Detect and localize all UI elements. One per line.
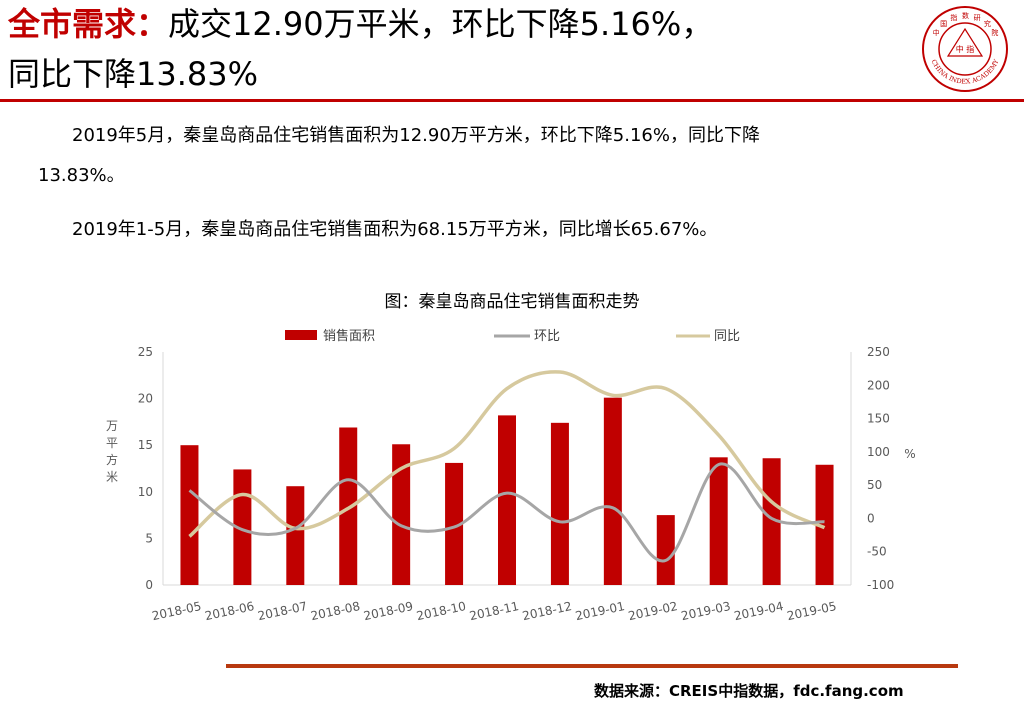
legend-label-sales-area: 销售面积 [323, 328, 375, 344]
page-title-text-1: 成交12.90万平米，环比下降5.16%， [168, 5, 714, 43]
legend-label-mom: 环比 [534, 329, 560, 344]
y-tick-label: 25 [138, 345, 153, 359]
y2-tick-label: 0 [867, 511, 875, 525]
bar-sales-area [233, 469, 252, 585]
x-tick-label: 2018-10 [415, 599, 467, 623]
china-index-academy-logo: 中国指数研究院 中 指 CHINA INDEX ACADEMY [922, 6, 1008, 92]
legend-label-yoy: 同比 [714, 329, 740, 344]
y2-tick-label: 200 [867, 378, 890, 392]
x-tick-label: 2019-04 [733, 599, 785, 623]
y-tick-label: 0 [145, 578, 153, 592]
y-tick-label: 10 [138, 485, 153, 499]
y-axis-label: 万平方米 [106, 419, 118, 484]
bar-sales-area [603, 397, 622, 585]
y2-tick-label: 250 [867, 345, 890, 359]
x-tick-label: 2018-11 [468, 599, 520, 623]
y2-tick-label: 50 [867, 478, 882, 492]
y2-tick-label: -50 [867, 545, 887, 559]
bar-sales-area [286, 486, 305, 585]
logo-char: 数 [962, 11, 969, 20]
x-tick-label: 2018-08 [309, 599, 361, 623]
logo-char: 研 [974, 14, 981, 22]
page-title-highlight: 全市需求： [8, 5, 169, 43]
x-tick-label: 2019-03 [680, 599, 732, 623]
x-tick-label: 2019-01 [574, 599, 626, 623]
line-mom [188, 462, 825, 563]
page-title-line-1: 全市需求：成交12.90万平米，环比下降5.16%， [8, 4, 713, 44]
logo-char: 中 [933, 28, 940, 37]
y2-tick-label: 100 [867, 445, 890, 459]
logo-char: 指 [950, 13, 957, 22]
data-source: 数据来源：CREIS中指数据，fdc.fang.com [594, 682, 904, 700]
logo-char: 院 [991, 28, 998, 37]
bar-sales-area [709, 457, 728, 585]
x-tick-label: 2019-05 [786, 599, 838, 623]
y-tick-label: 5 [145, 531, 153, 545]
logo-char: 国 [940, 20, 947, 28]
y2-axis-label: % [904, 447, 915, 461]
bar-sales-area [180, 445, 199, 585]
x-tick-label: 2018-12 [521, 599, 573, 623]
bar-sales-area [815, 464, 834, 585]
summary-paragraph-2: 2019年1-5月，秦皇岛商品住宅销售面积为68.15万平方米，同比增长65.6… [72, 219, 718, 240]
footer-divider [226, 664, 958, 668]
y-tick-label: 20 [138, 392, 153, 406]
bar-sales-area [498, 415, 516, 585]
bar-sales-area [339, 427, 358, 585]
bar-sales-area [550, 422, 569, 585]
bar-sales-area [762, 458, 781, 585]
bar-sales-area [656, 515, 675, 585]
x-tick-label: 2018-05 [151, 599, 203, 623]
y2-tick-label: 150 [867, 412, 890, 426]
page-title-line-2: 同比下降13.83% [8, 55, 259, 93]
logo-center-text: 中 指 [956, 44, 975, 54]
y2-tick-label: -100 [867, 578, 894, 592]
summary-paragraph-1-continued: 13.83%。 [38, 165, 125, 186]
x-tick-label: 2018-09 [362, 599, 414, 623]
title-divider [0, 99, 1024, 102]
bar-sales-area [392, 444, 411, 585]
logo-char: 究 [984, 19, 991, 28]
summary-paragraph-1: 2019年5月，秦皇岛商品住宅销售面积为12.90万平方米，环比下降5.16%，… [72, 125, 760, 146]
x-tick-label: 2018-06 [204, 599, 256, 623]
y-tick-label: 15 [138, 438, 153, 452]
x-tick-label: 2019-02 [627, 599, 679, 623]
chart-title: 图：秦皇岛商品住宅销售面积走势 [384, 292, 640, 312]
bar-sales-area [445, 462, 464, 585]
x-tick-label: 2018-07 [256, 599, 308, 623]
legend-swatch-sales-area [285, 330, 317, 340]
